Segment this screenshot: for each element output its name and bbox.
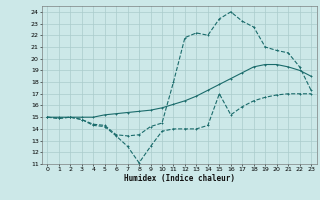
X-axis label: Humidex (Indice chaleur): Humidex (Indice chaleur)	[124, 174, 235, 183]
